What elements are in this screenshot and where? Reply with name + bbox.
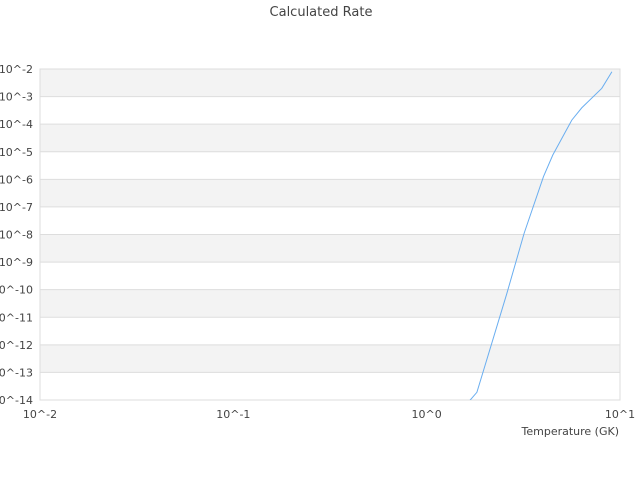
y-tick-label: 10^-4	[0, 118, 33, 131]
series-line	[469, 71, 613, 400]
y-axis: 10^-2 10^-3 10^-4 10^-5 10^-6 10^-7 10^-8 10^-9…	[0, 63, 33, 407]
y-tick-label: 10^-8	[0, 229, 33, 242]
y-tick-label: 10^-5	[0, 146, 33, 159]
y-tick-label: 10^-2	[0, 63, 33, 76]
chart-title: Calculated Rate	[270, 5, 373, 20]
band	[40, 289, 620, 318]
band	[40, 96, 620, 125]
band	[40, 262, 620, 290]
band	[40, 234, 620, 263]
y-tick-label: 10^-7	[0, 201, 33, 214]
y-tick-label: 10^-6	[0, 173, 33, 186]
plot-frame	[39, 68, 621, 401]
band	[40, 317, 620, 345]
y-tick-label: 10^-13	[0, 366, 33, 379]
y-tick-label: 10^-10	[0, 284, 33, 297]
x-tick-label: 10^-2	[23, 408, 57, 421]
x-tick-label: 10^1	[605, 408, 635, 421]
x-tick-label: 10^-1	[216, 408, 250, 421]
band	[40, 372, 620, 400]
y-tick-label: 10^-11	[0, 311, 33, 324]
band	[40, 179, 620, 207]
band	[40, 206, 620, 235]
band	[40, 124, 620, 152]
x-tick-label: 10^0	[412, 408, 442, 421]
plot-background	[40, 69, 620, 400]
y-tick-label: 10^-3	[0, 91, 33, 104]
y-tick-label: 10^-9	[0, 256, 33, 269]
x-axis: 10^-2 10^-1 10^0 10^1	[23, 408, 635, 421]
band	[40, 69, 620, 97]
y-tick-label: 10^-14	[0, 394, 33, 407]
y-tick-label: 10^-12	[0, 339, 33, 352]
x-axis-label: Temperature (GK)	[521, 425, 620, 438]
band	[40, 151, 620, 180]
band	[40, 344, 620, 373]
